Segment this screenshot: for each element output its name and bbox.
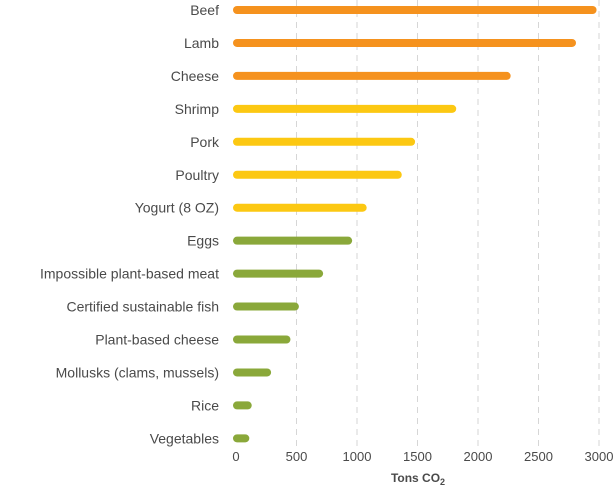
x-tick-label: 500 xyxy=(286,449,308,464)
category-label: Vegetables xyxy=(150,430,219,446)
category-label: Cheese xyxy=(171,68,219,84)
category-label: Mollusks (clams, mussels) xyxy=(56,364,219,380)
category-label: Certified sustainable fish xyxy=(66,299,219,315)
x-axis-title-subscript: 2 xyxy=(440,477,445,487)
bars xyxy=(233,6,597,443)
x-tick-label: 2000 xyxy=(464,449,493,464)
category-labels: Beef Lamb Cheese Shrimp Pork Poultry Yogurt (8… xyxy=(40,2,220,446)
x-axis-title: Tons CO2 xyxy=(391,471,445,487)
category-label: Shrimp xyxy=(175,101,220,117)
x-tick-label: 3000 xyxy=(585,449,613,464)
category-label: Plant-based cheese xyxy=(95,332,219,348)
x-tick-label: 2500 xyxy=(524,449,553,464)
x-tick-label: 1000 xyxy=(343,449,372,464)
category-label: Pork xyxy=(190,134,220,150)
category-label: Poultry xyxy=(175,167,219,183)
category-label: Yogurt (8 OZ) xyxy=(135,200,219,216)
x-axis-title-main: Tons CO xyxy=(391,471,440,485)
x-tick-label: 1500 xyxy=(403,449,432,464)
category-label: Lamb xyxy=(184,35,219,51)
category-label: Rice xyxy=(191,397,219,413)
x-tick-label: 0 xyxy=(232,449,239,464)
tick-labels: 0 500 1000 1500 2000 2500 3000 xyxy=(232,449,613,464)
category-label: Eggs xyxy=(187,233,219,249)
gridlines xyxy=(296,0,600,450)
category-label: Beef xyxy=(190,2,219,18)
category-label: Impossible plant-based meat xyxy=(40,266,219,282)
